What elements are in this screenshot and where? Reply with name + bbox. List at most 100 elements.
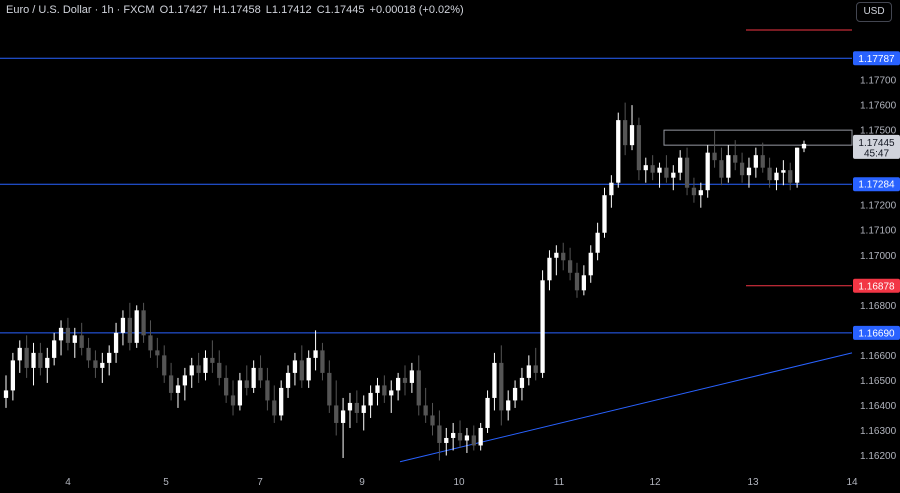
price-tick-label: 1.16300: [860, 426, 897, 437]
candle: [285, 365, 291, 398]
price-tag-label: 1.17787: [858, 54, 895, 65]
time-tick-label: 13: [747, 477, 759, 488]
symbol-name[interactable]: Euro / U.S. Dollar · 1h · FXCM: [6, 4, 155, 16]
candle: [629, 105, 635, 151]
candle-body: [107, 352, 112, 363]
candle-body: [739, 162, 745, 176]
blue-price-tag: 1.16690: [853, 325, 900, 340]
candle-body: [423, 405, 428, 416]
candle: [327, 360, 332, 413]
candle: [760, 142, 765, 173]
candle: [698, 182, 703, 208]
candle-body: [698, 190, 703, 196]
candle-body: [574, 272, 580, 291]
candle-body: [347, 402, 353, 411]
candle: [100, 352, 105, 383]
candle: [354, 390, 359, 423]
candle: [134, 305, 139, 348]
candle-body: [224, 377, 229, 396]
candle: [712, 130, 717, 168]
candle-body: [265, 380, 270, 401]
time-tick-label: 5: [163, 477, 169, 488]
candle: [650, 155, 655, 181]
time-tick-label: 7: [257, 477, 263, 488]
candle: [719, 147, 724, 186]
candle: [444, 427, 449, 456]
candle: [148, 320, 153, 358]
current-price-bg: [853, 134, 900, 159]
price-tag-bg: [853, 177, 900, 192]
candle-body: [753, 155, 758, 168]
candle: [24, 335, 29, 378]
candle-body: [3, 390, 9, 398]
candle-body: [168, 375, 174, 393]
open-value: O1.17427: [159, 4, 208, 16]
candle: [265, 367, 270, 411]
candle-body: [457, 432, 463, 441]
candle: [237, 372, 243, 411]
candle: [499, 345, 504, 426]
candle-body: [45, 357, 50, 368]
candle: [478, 422, 483, 451]
candle-body: [671, 172, 676, 178]
candle-body: [237, 380, 243, 406]
candle-body: [120, 317, 126, 333]
candle: [567, 247, 573, 281]
time-tick-label: 11: [554, 477, 565, 488]
candle: [464, 427, 470, 453]
candle-body: [244, 380, 249, 388]
candle-body: [451, 432, 456, 438]
candle-body: [512, 387, 518, 401]
candle-body: [340, 410, 346, 423]
candle: [657, 162, 662, 188]
candle-body: [492, 362, 497, 398]
candle-body: [100, 362, 105, 368]
candle-body: [38, 352, 43, 368]
candle-body: [471, 435, 476, 446]
candle: [801, 140, 807, 153]
candle-body: [678, 157, 683, 173]
candle-body: [299, 360, 304, 381]
price-axis[interactable]: 1.17700 1.17600 1.17500 1.17200 1.17100 1.170…: [860, 76, 897, 462]
price-tag-label: 1.16878: [858, 281, 895, 292]
candle-body: [196, 365, 201, 373]
price-tag-bg: [853, 51, 900, 66]
candle: [774, 167, 779, 191]
candle: [189, 357, 194, 388]
candle-body: [733, 155, 738, 163]
candle-body: [10, 360, 16, 391]
candle: [320, 342, 325, 381]
candle: [210, 340, 215, 373]
candle: [347, 392, 353, 428]
candle-body: [230, 395, 236, 406]
candle: [691, 177, 697, 203]
candle: [340, 397, 346, 458]
candle: [781, 160, 786, 186]
candle-body: [794, 147, 800, 183]
candle-body: [774, 172, 779, 181]
candle-body: [52, 340, 57, 358]
candle-body: [801, 143, 807, 149]
candle-body: [416, 370, 421, 406]
candle-body: [162, 355, 167, 376]
time-axis[interactable]: 4 5 7 9 10 11 12 13 14: [65, 477, 858, 488]
candle-body: [664, 167, 669, 178]
candle: [299, 345, 304, 388]
blue-price-tag: 1.17284: [853, 177, 900, 192]
candle-body: [402, 377, 408, 383]
candle-body: [499, 362, 504, 411]
currency-selector[interactable]: USD: [856, 2, 892, 22]
candle-body: [258, 367, 263, 381]
candle-countdown-label: 45:47: [864, 148, 889, 159]
price-tag-label: 1.17284: [858, 180, 895, 191]
close-value: C1.17445: [316, 4, 365, 16]
candle-body: [437, 425, 442, 443]
candle: [574, 262, 580, 298]
candle: [224, 365, 229, 403]
candle-body: [561, 252, 566, 261]
candle-body: [609, 182, 614, 196]
candle: [540, 270, 545, 378]
candle-body: [478, 427, 483, 446]
candle-body: [320, 350, 325, 373]
